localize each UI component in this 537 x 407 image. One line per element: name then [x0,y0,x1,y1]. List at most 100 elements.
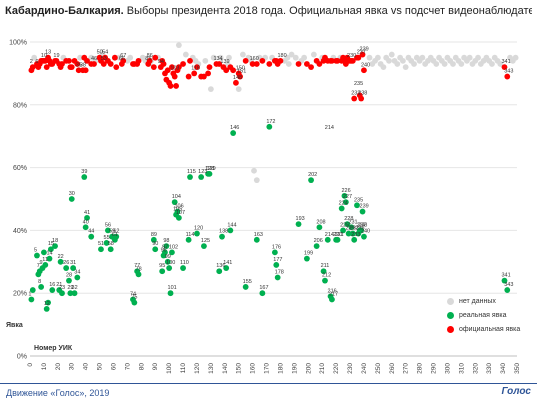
point-label: 90 [152,241,158,247]
point-label: 239 [360,47,369,53]
point-label: 212 [322,273,331,279]
official-turnout-point [169,64,175,71]
point-label: 229 [346,226,355,232]
point-label: 41 [84,210,90,216]
official-turnout-point [308,64,314,71]
no-data-point [127,54,134,61]
real-turnout-point [344,221,351,228]
no-data-point [31,54,38,61]
x-tick-label: 280 [417,363,424,374]
point-label: 238 [358,91,367,97]
no-data-point [441,61,448,67]
point-label: 51 [98,241,104,247]
point-label: 123 [198,169,207,175]
real-turnout-point [131,299,138,306]
point-label: 22 [58,254,64,260]
point-label: 9 [40,260,43,266]
real-turnout-point [28,296,35,303]
official-turnout-point [187,57,193,64]
official-turnout-point [358,95,365,102]
real-turnout-point [81,174,88,180]
no-data-point [374,54,381,61]
point-label: 199 [304,251,313,257]
point-label: 231 [348,219,357,225]
x-tick-label: 200 [305,363,312,374]
point-label: 18 [52,238,58,244]
y-tick-label: 0% [17,354,27,361]
point-label: 16 [49,282,55,288]
real-turnout-point [103,240,110,246]
point-label: 8 [38,279,41,285]
x-tick-label: 140 [222,363,229,374]
x-tick-label: 50 [97,363,104,371]
point-label: 56 [105,222,111,228]
point-label: 54 [102,50,108,56]
official-turnout-point [501,64,508,71]
real-turnout-point [216,268,223,275]
point-label: 176 [272,244,281,250]
y-axis-label: Явка [6,322,23,329]
no-data-point [400,57,406,64]
point-label: 236 [355,226,364,232]
official-turnout-point [316,61,323,67]
no-data-point [226,54,232,61]
chart-legend: нет данных реальная явка официальная явк… [445,297,520,339]
official-turnout-point [253,61,260,67]
real-turnout-point [42,262,49,268]
point-label: 230 [347,53,356,59]
real-turnout-point [59,290,65,297]
x-tick-label: 150 [236,363,243,374]
real-turnout-point [329,296,335,303]
point-label: 53 [101,56,107,62]
point-label: 120 [194,226,203,232]
legend-label-real-turnout: реальная явка [459,312,507,319]
no-data-point [77,54,83,61]
real-turnout-point [52,243,58,250]
official-turnout-point [173,83,180,89]
legend-item-official-turnout: официальная явка [445,325,520,339]
real-turnout-point [504,287,511,293]
official-turnout-point [29,64,36,71]
point-label: 220 [333,232,342,238]
point-label: 160 [250,56,259,62]
x-tick-label: 220 [333,363,340,374]
real-turnout-point [227,227,234,234]
point-label: 35 [76,62,82,68]
x-tick-label: 10 [41,363,48,371]
point-label: 97 [162,244,168,250]
point-label: 11 [42,257,48,263]
point-label: 226 [341,188,350,194]
official-turnout-point [201,73,207,80]
no-data-point [394,61,401,67]
real-turnout-point [70,265,77,271]
y-tick-label: 60% [13,165,27,172]
no-data-point [386,57,392,64]
point-label: 237 [357,50,366,56]
point-label: 138 [219,229,228,235]
official-turnout-point [135,57,142,64]
no-data-point [411,61,417,67]
official-turnout-point [351,95,358,102]
x-tick-label: 30 [69,363,76,371]
point-label: 167 [259,285,268,291]
point-label: 239 [360,204,369,210]
real-turnout-point [198,174,205,180]
no-data-point [285,61,292,67]
x-tick-label: 290 [431,363,438,374]
official-turnout-point [361,67,367,74]
x-tick-label: 110 [180,363,187,374]
real-turnout-point [46,255,53,262]
real-turnout-point [206,170,213,177]
footer-credit: Движение «Голос», 2019 [6,388,110,398]
official-turnout-point [111,54,118,61]
x-tick-label: 300 [444,363,451,374]
real-turnout-point [295,221,302,228]
official-turnout-point [230,67,237,74]
point-label: 211 [321,263,330,269]
real-turnout-point [71,290,78,297]
real-turnout-point [358,227,365,234]
no-data-point [380,64,387,71]
real-turnout-point [320,268,327,275]
official-turnout-point [242,57,249,64]
official-turnout-point [334,57,341,64]
